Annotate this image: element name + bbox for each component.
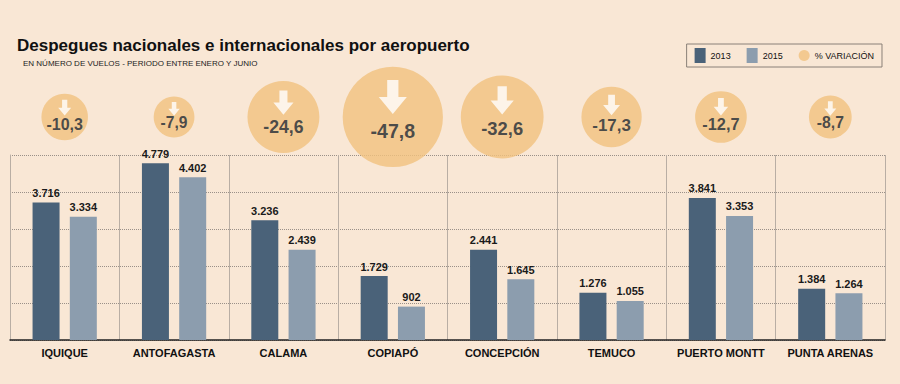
svg-text:2015: 2015 [763, 51, 783, 61]
svg-text:CONCEPCIÓN: CONCEPCIÓN [465, 347, 540, 359]
svg-text:1.276: 1.276 [579, 277, 607, 289]
svg-text:-7,9: -7,9 [161, 114, 188, 131]
svg-text:PUERTO MONTT: PUERTO MONTT [677, 347, 765, 359]
svg-text:-10,3: -10,3 [46, 115, 83, 133]
svg-text:3.236: 3.236 [251, 205, 279, 217]
svg-text:CALAMA: CALAMA [260, 347, 308, 359]
svg-text:Despegues nacionales e interna: Despegues nacionales e internacionales p… [17, 36, 470, 55]
svg-text:3.716: 3.716 [32, 187, 60, 199]
svg-text:4.779: 4.779 [142, 148, 170, 160]
svg-text:902: 902 [402, 291, 420, 303]
svg-text:-32,6: -32,6 [481, 118, 523, 139]
svg-text:EN NÚMERO DE VUELOS - PERIODO: EN NÚMERO DE VUELOS - PERIODO ENTRE ENER… [23, 59, 257, 68]
svg-text:-12,7: -12,7 [702, 115, 739, 133]
svg-text:-47,8: -47,8 [371, 120, 416, 142]
svg-text:COPIAPÓ: COPIAPÓ [367, 347, 418, 359]
svg-text:1.384: 1.384 [798, 273, 826, 285]
svg-text:1.729: 1.729 [360, 261, 388, 273]
svg-text:-8,7: -8,7 [817, 114, 844, 131]
svg-text:2.441: 2.441 [470, 234, 498, 246]
svg-text:1.264: 1.264 [835, 278, 863, 290]
svg-text:PUNTA ARENAS: PUNTA ARENAS [787, 347, 873, 359]
svg-text:% VARIACIÓN: % VARIACIÓN [815, 51, 874, 61]
svg-text:1.645: 1.645 [507, 264, 535, 276]
svg-text:3.334: 3.334 [70, 201, 98, 213]
svg-text:3.841: 3.841 [689, 182, 717, 194]
svg-text:ANTOFAGASTA: ANTOFAGASTA [133, 347, 216, 359]
svg-text:IQUIQUE: IQUIQUE [41, 347, 87, 359]
svg-text:3.353: 3.353 [726, 200, 754, 212]
svg-text:4.402: 4.402 [179, 162, 207, 174]
svg-text:-17,3: -17,3 [592, 116, 631, 135]
svg-text:1.055: 1.055 [616, 285, 644, 297]
svg-text:TEMUCO: TEMUCO [588, 347, 636, 359]
svg-text:2.439: 2.439 [288, 234, 316, 246]
svg-text:2013: 2013 [711, 51, 731, 61]
svg-text:-24,6: -24,6 [263, 117, 303, 137]
